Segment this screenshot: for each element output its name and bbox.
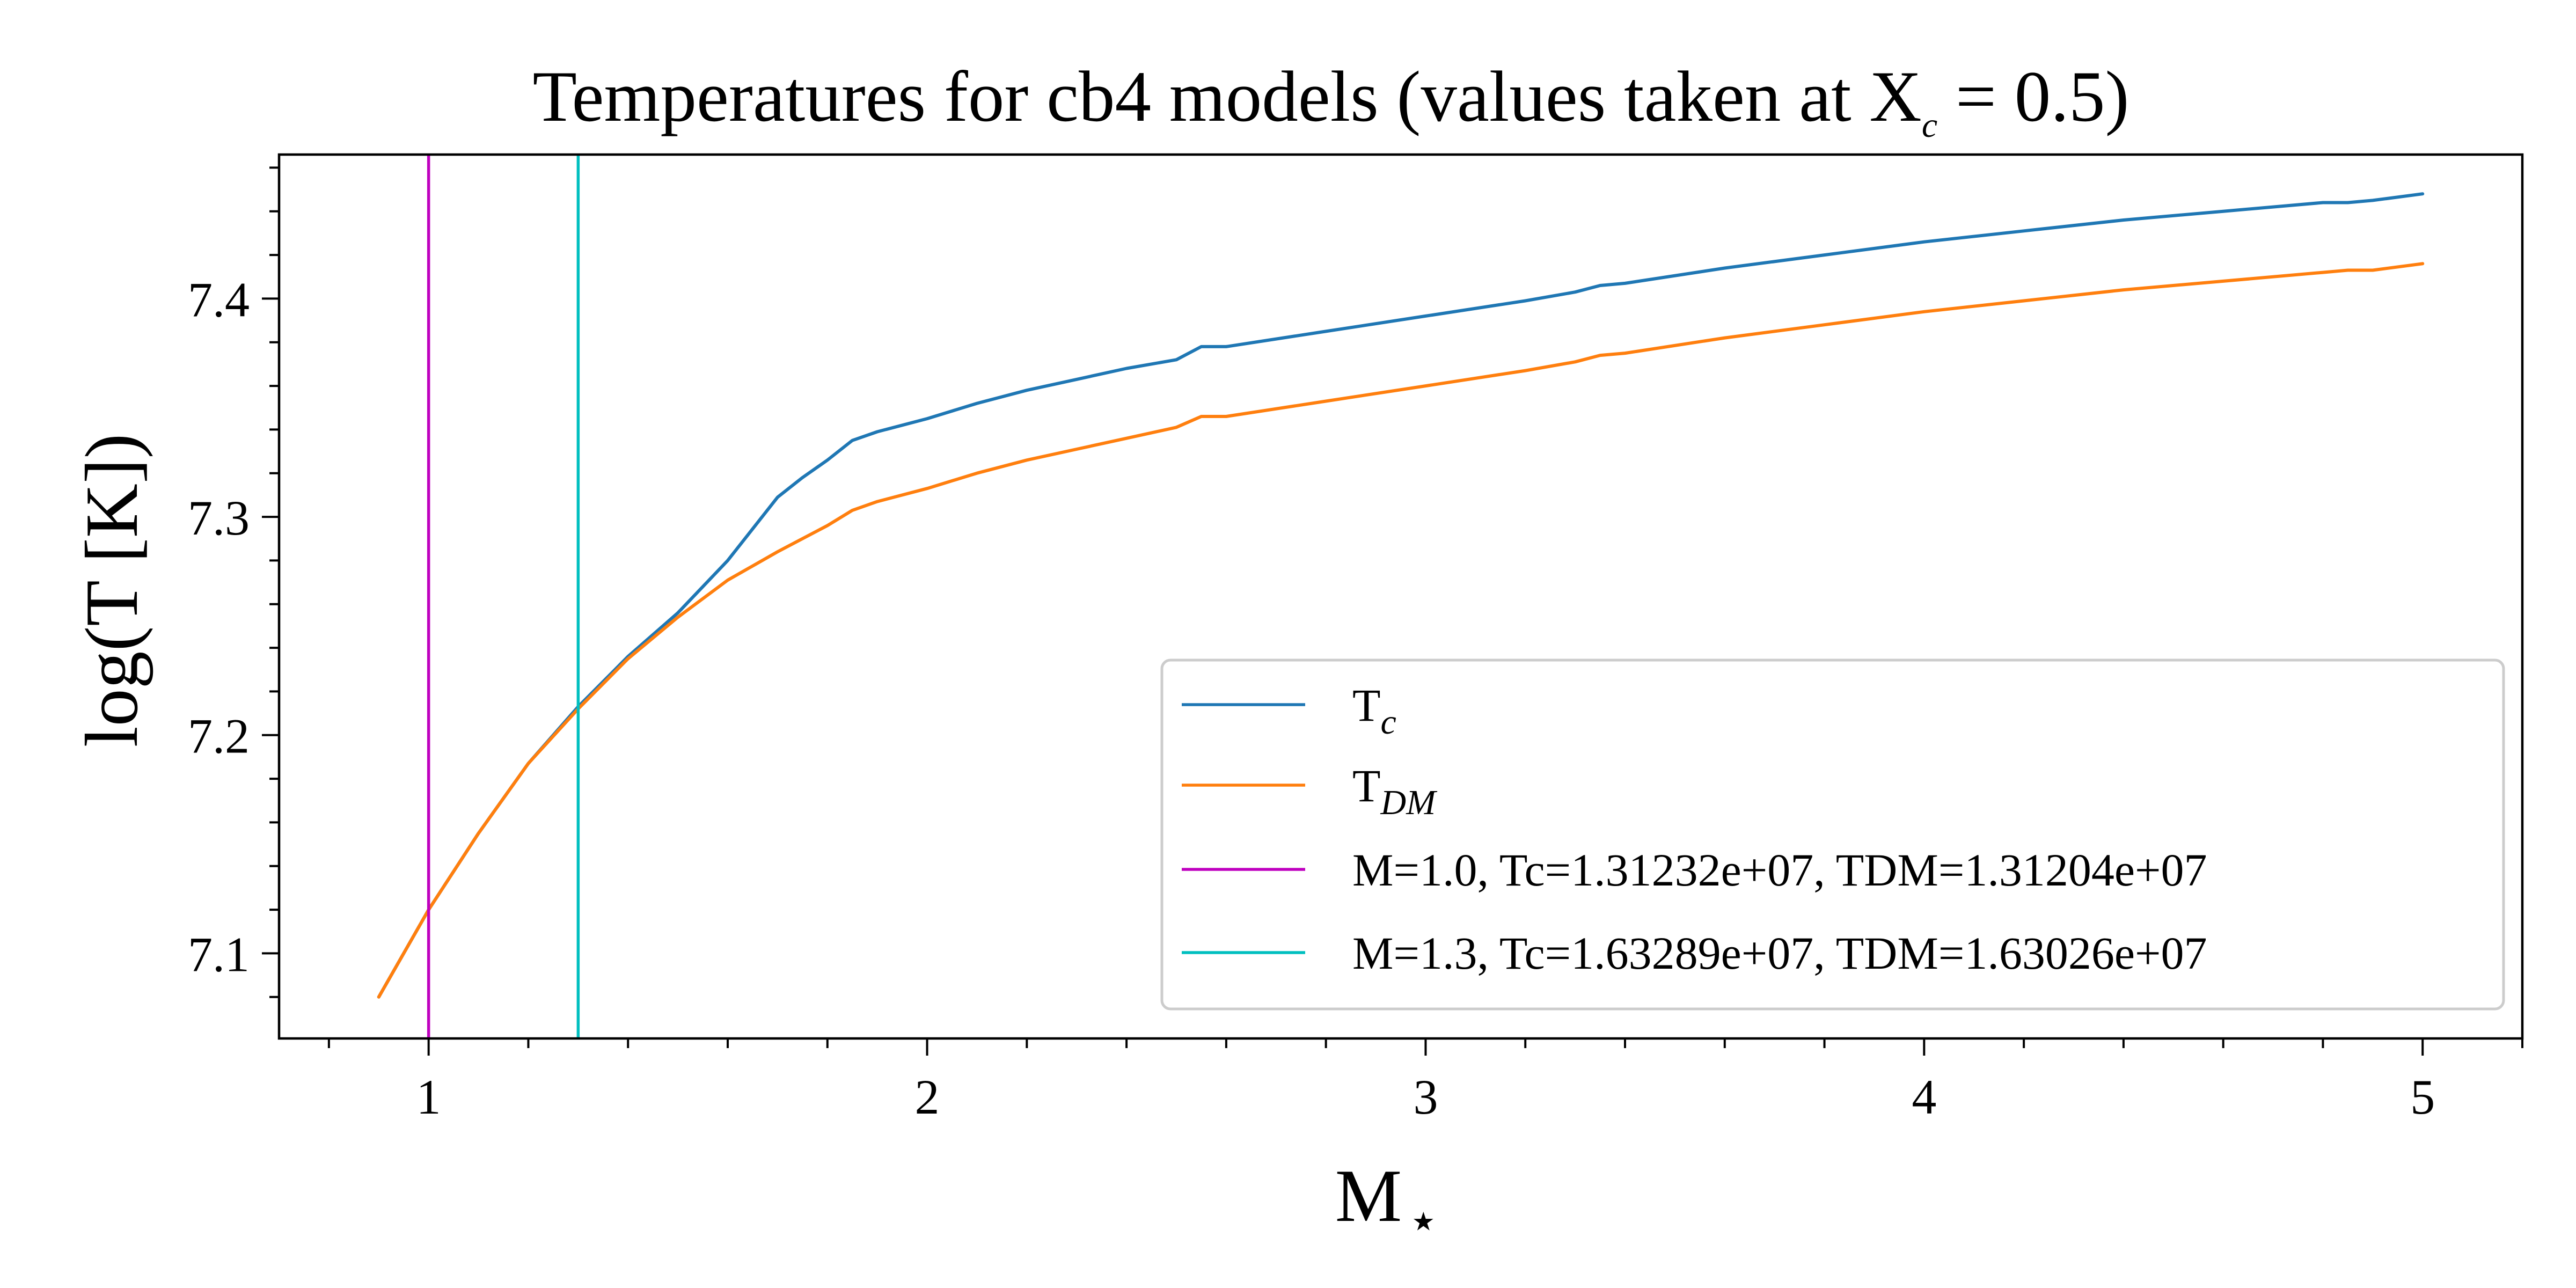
axes-frame (277, 153, 2524, 1040)
x-tick-label: 5 (2410, 1070, 2435, 1124)
axis-ticks: 1 2 3 4 5 7.1 7.2 7.3 7.4 (188, 166, 2523, 1124)
legend: Tc TDM M=1.0, Tc=1.31232e+07, TDM=1.3120… (1160, 658, 2505, 1011)
legend-label-m13: M=1.3, Tc=1.63289e+07, TDM=1.63026e+07 (1352, 927, 2207, 979)
legend-label-tc: Tc (1352, 679, 1396, 742)
y-tick-label: 7.3 (188, 491, 250, 545)
series-lines (377, 155, 2425, 1038)
legend-label-tdm: TDM (1352, 760, 1438, 822)
legend-label-m1: M=1.0, Tc=1.31232e+07, TDM=1.31204e+07 (1352, 844, 2207, 896)
y-tick-label: 7.4 (188, 272, 250, 327)
legend-frame (1160, 658, 2505, 1011)
x-tick-label: 4 (1912, 1070, 1936, 1124)
y-tick-label: 7.1 (188, 927, 250, 982)
x-axis-label: M ⋆ (1335, 1154, 1440, 1249)
y-axis-label: log(T [K]) (70, 434, 153, 747)
tdm-line (377, 262, 2425, 999)
tc-line (377, 192, 2425, 999)
plot-frame (277, 153, 2524, 1040)
x-tick-label: 1 (416, 1070, 441, 1124)
y-tick-label: 7.2 (188, 709, 250, 764)
x-tick-label: 2 (915, 1070, 940, 1124)
chart-title: Temperatures for cb4 models (values take… (533, 57, 2129, 145)
x-tick-label: 3 (1413, 1070, 1438, 1124)
